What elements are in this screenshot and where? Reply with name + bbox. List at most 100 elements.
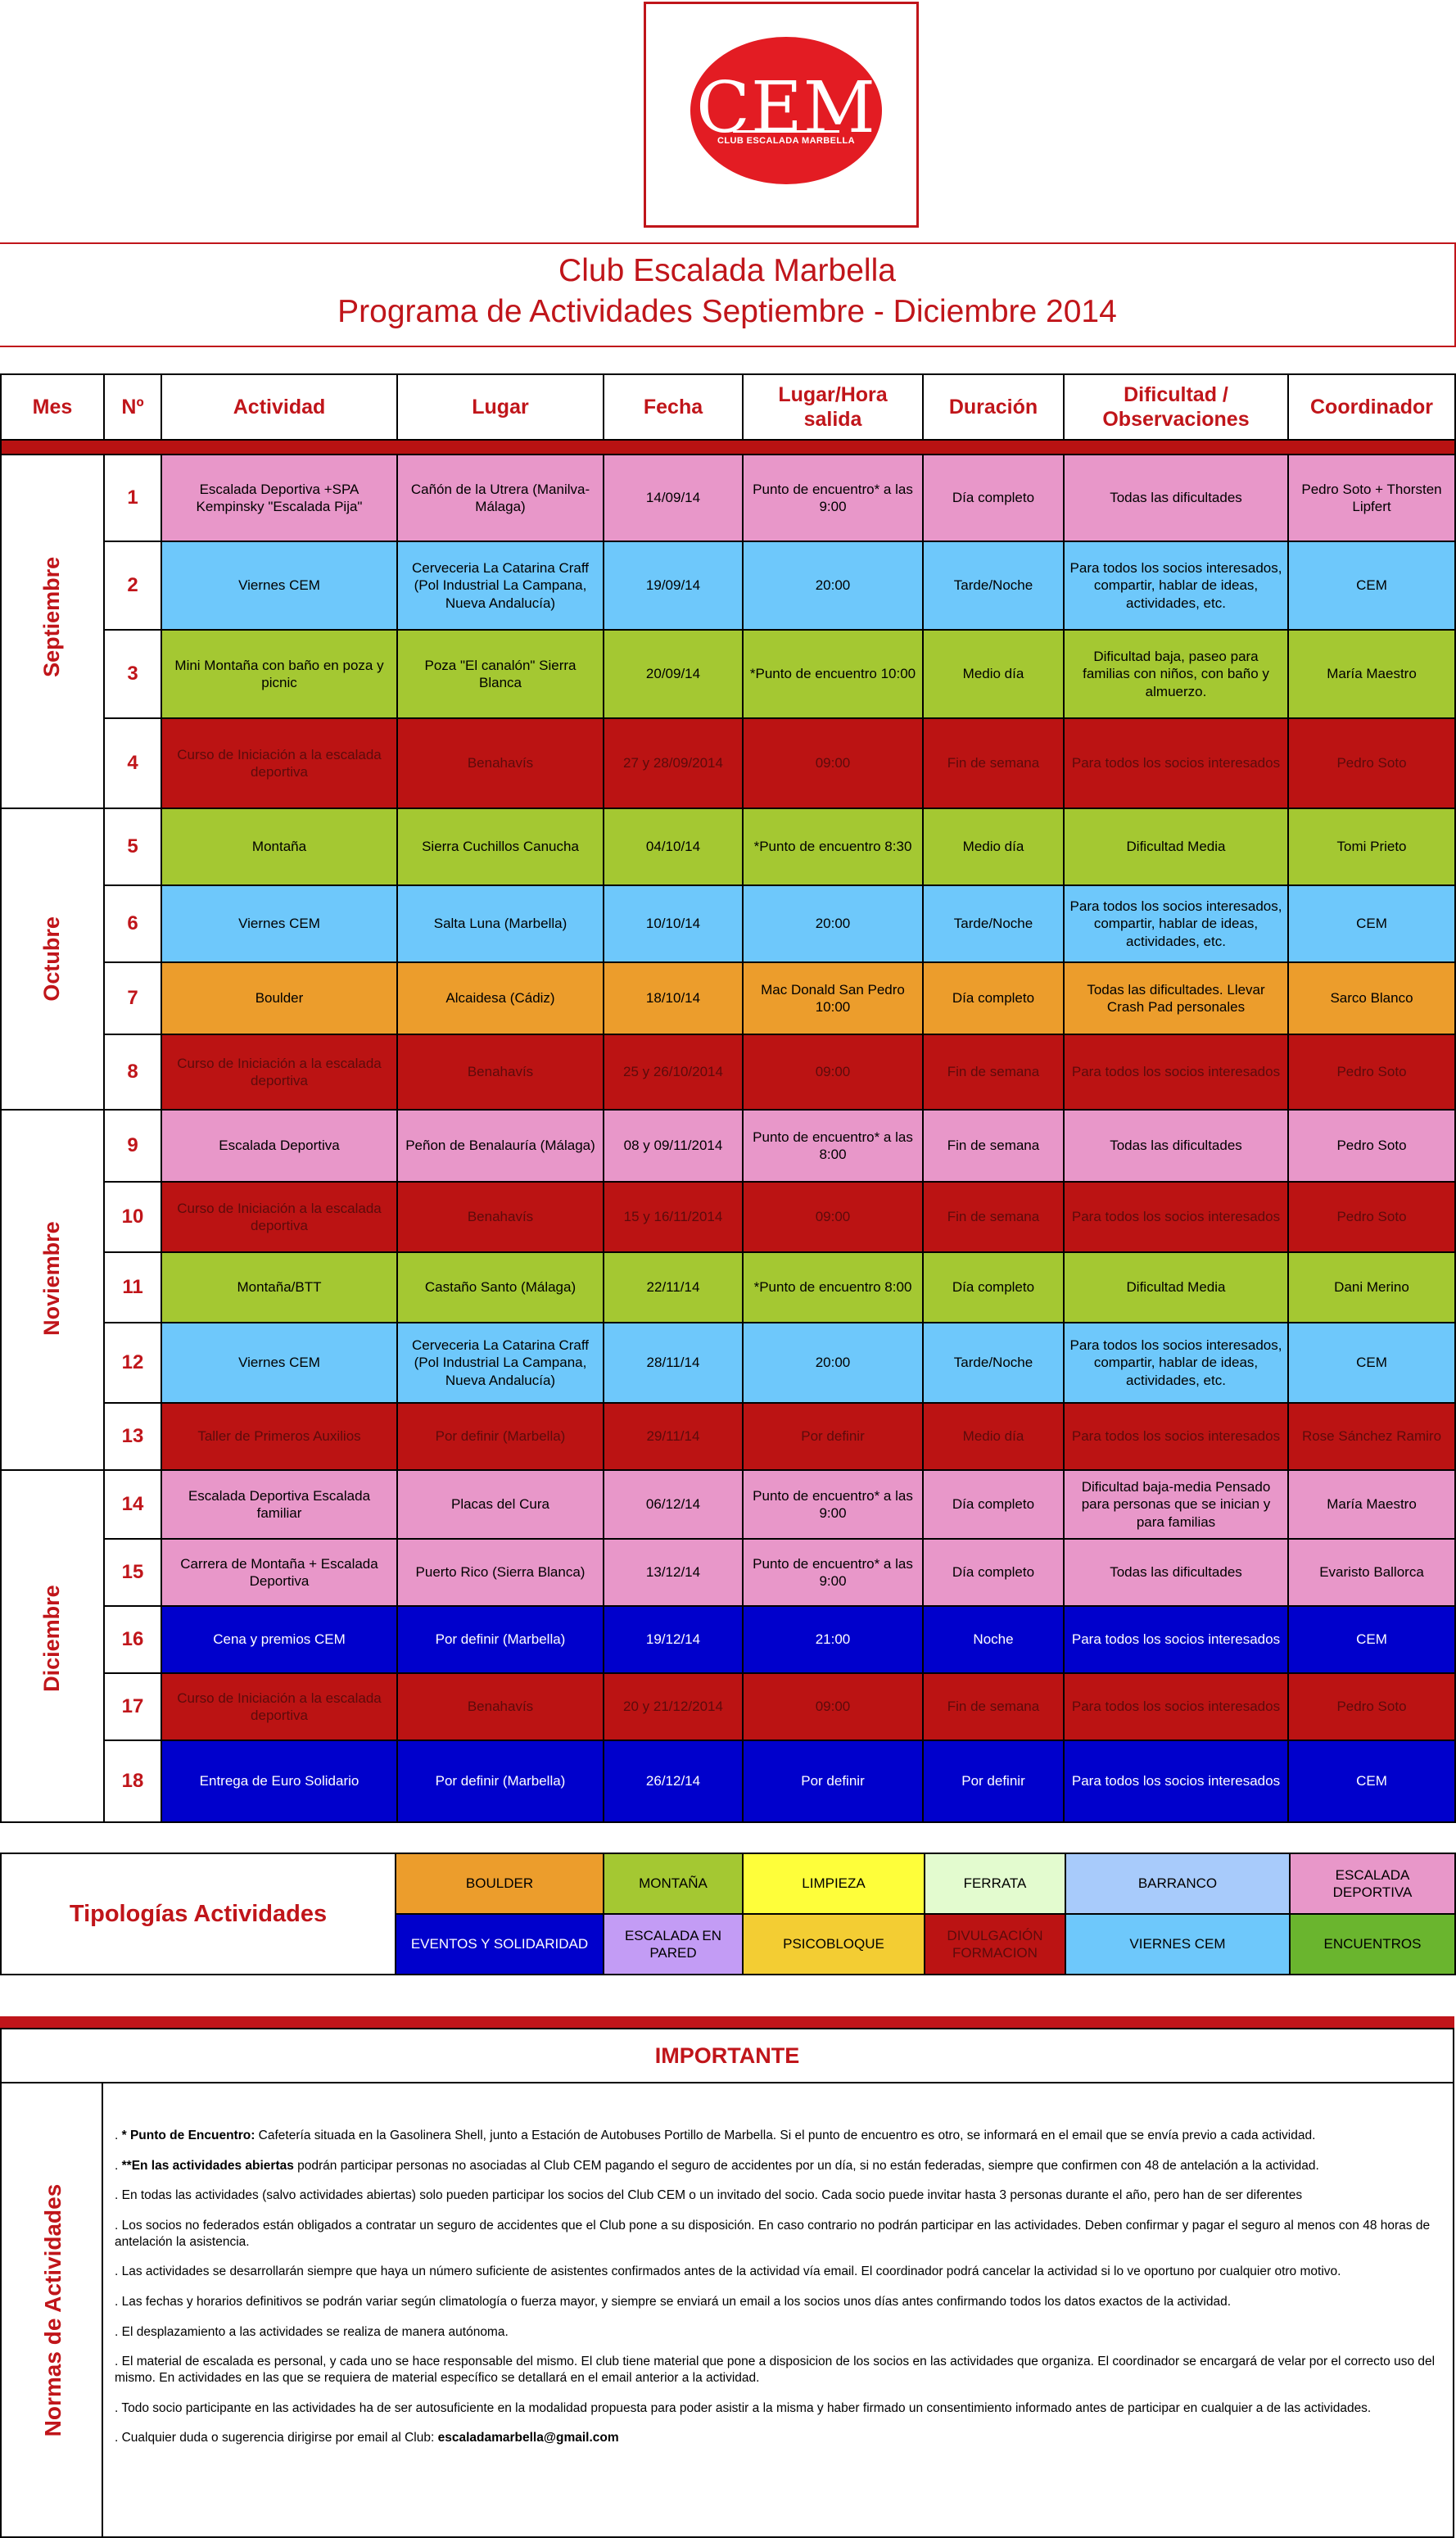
row-number: 6: [103, 884, 162, 963]
cell-fecha: 25 y 26/10/2014: [603, 1034, 744, 1111]
cell-hora: Por definir: [742, 1740, 924, 1823]
cell-coordinador: María Maestro: [1287, 629, 1456, 719]
rule-10: . Cualquier duda o sugerencia dirigirse …: [115, 2430, 1445, 2446]
rule-4: . Los socios no federados están obligado…: [115, 2219, 1431, 2249]
legend-item: PSICOBLOQUE: [742, 1913, 925, 1975]
cell-fecha: 20/09/14: [603, 629, 744, 719]
table-row: 10 Curso de Iniciación a la escalada depo…: [1, 1181, 1456, 1253]
month-label: Septiembre: [39, 556, 65, 677]
cell-dificultad: Para todos los socios interesados: [1063, 1034, 1289, 1111]
cell-fecha: 22/11/14: [603, 1251, 744, 1323]
activities-table: Mes Nº Actividad Lugar Fecha Lugar/Hora …: [0, 373, 1456, 1823]
cell-coordinador: CEM: [1287, 1605, 1456, 1674]
cell-lugar: Salta Luna (Marbella): [396, 884, 604, 963]
cell-actividad: Montaña: [161, 808, 398, 886]
cell-duracion: Tarde/Noche: [922, 884, 1065, 963]
cell-coordinador: Evaristo Ballorca: [1287, 1538, 1456, 1607]
table-row: 7 Boulder Alcaidesa (Cádiz) 18/10/14 Mac Don…: [1, 961, 1456, 1035]
cell-actividad: Escalada Deportiva +SPA Kempinsky "Escal…: [161, 454, 398, 542]
month-label: Diciembre: [39, 1585, 65, 1692]
cell-fecha: 28/11/14: [603, 1322, 744, 1404]
cell-duracion: Tarde/Noche: [922, 541, 1065, 631]
rule-3: . En todas las actividades (salvo activi…: [115, 2188, 1303, 2203]
cell-duracion: Fin de semana: [922, 1672, 1065, 1741]
cell-lugar: Placas del Cura: [396, 1469, 604, 1540]
row-number: 15: [103, 1538, 162, 1607]
cell-dificultad: Para todos los socios interesados, compa…: [1063, 884, 1289, 963]
legend-table: Tipologías Actividades BOULDER MONTAÑA LIM…: [0, 1853, 1456, 1975]
cell-lugar: Sierra Cuchillos Canucha: [396, 808, 604, 886]
cell-actividad: Boulder: [161, 961, 398, 1035]
legend-item: BOULDER: [395, 1853, 604, 1915]
cell-duracion: Día completo: [922, 1251, 1065, 1323]
cell-lugar: Cerveceria La Catarina Craff (Pol Indust…: [396, 541, 604, 631]
cell-fecha: 04/10/14: [603, 808, 744, 886]
legend-item: BARRANCO: [1065, 1853, 1291, 1915]
month-cell: Noviembre: [0, 1109, 105, 1471]
cell-actividad: Curso de Iniciación a la escalada deport…: [161, 1034, 398, 1111]
table-row: 3 Mini Montaña con baño en poza y picnic P…: [1, 629, 1456, 719]
month-label: Noviembre: [39, 1221, 65, 1336]
rule-9: . Todo socio participante en las activid…: [115, 2400, 1372, 2415]
month-cell: Diciembre: [0, 1469, 105, 1823]
cell-actividad: Escalada Deportiva Escalada familiar: [161, 1469, 398, 1540]
logo-oval: CEM CLUB ESCALADA MARBELLA: [690, 37, 882, 184]
cell-duracion: Fin de semana: [922, 1181, 1065, 1253]
rule-1-text: Cafetería situada en la Gasolinera Shell…: [255, 2129, 1316, 2142]
title-line-1: Club Escalada Marbella: [558, 253, 896, 288]
cell-dificultad: Todas las dificultades. Llevar Crash Pad…: [1063, 961, 1289, 1035]
row-number: 7: [103, 961, 162, 1035]
cell-actividad: Carrera de Montaña + Escalada Deportiva: [161, 1538, 398, 1607]
normas-side-panel: Normas de Actividades: [0, 2083, 103, 2538]
header-separator: [0, 439, 1456, 455]
table-row: 2 Viernes CEM Cerveceria La Catarina Craff…: [1, 541, 1456, 631]
cell-lugar: Por definir (Marbella): [396, 1402, 604, 1471]
cell-duracion: Tarde/Noche: [922, 1322, 1065, 1404]
cell-duracion: Noche: [922, 1605, 1065, 1674]
cell-hora: 20:00: [742, 1322, 924, 1404]
rule-7: . El desplazamiento a las actividades se…: [115, 2324, 509, 2339]
header-duracion: Duración: [922, 373, 1065, 441]
separator-bar: [0, 439, 1456, 455]
table-row: Noviembre 9 Escalada Deportiva Peñon de Ben…: [0, 1109, 1456, 1471]
table-row: 15 Carrera de Montaña + Escalada Deportiv…: [1, 1538, 1456, 1607]
table-row: 6 Viernes CEM Salta Luna (Marbella) 10/10/1…: [1, 884, 1456, 963]
cell-coordinador: Dani Merino: [1287, 1251, 1456, 1323]
table-row: 12 Viernes CEM Cerveceria La Catarina Craf…: [1, 1322, 1456, 1404]
table-row: Diciembre 14 Escalada Deportiva Escalada f…: [0, 1469, 1456, 1823]
legend-item: EVENTOS Y SOLIDARIDAD: [395, 1913, 604, 1975]
legend-row-2: EVENTOS Y SOLIDARIDAD ESCALADA EN PARED PS…: [1, 1913, 1456, 1975]
row-number: 12: [103, 1322, 162, 1404]
cell-dificultad: Para todos los socios interesados, compa…: [1063, 1322, 1289, 1404]
cell-actividad: Viernes CEM: [161, 884, 398, 963]
cell-coordinador: CEM: [1287, 884, 1456, 963]
cell-dificultad: Dificultad baja, paseo para familias con…: [1063, 629, 1289, 719]
cell-coordinador: CEM: [1287, 1740, 1456, 1823]
header-actividad: Actividad: [161, 373, 398, 441]
legend-item: ENCUENTROS: [1289, 1913, 1456, 1975]
cell-hora: *Punto de encuentro 8:00: [742, 1251, 924, 1323]
table-row: 8 Curso de Iniciación a la escalada depor…: [1, 1034, 1456, 1111]
row-number: 3: [103, 629, 162, 719]
row-number: 10: [103, 1181, 162, 1253]
cell-dificultad: Para todos los socios interesados: [1063, 1402, 1289, 1471]
table-row: Octubre 5 Montaña Sierra Cuchillos Canucha 0…: [0, 808, 1456, 1111]
rule-2: . **En las actividades abiertas podrán p…: [115, 2158, 1319, 2173]
cell-dificultad: Todas las dificultades: [1063, 1538, 1289, 1607]
cell-coordinador: Pedro Soto: [1287, 1109, 1456, 1183]
cell-duracion: Medio día: [922, 629, 1065, 719]
cell-lugar: Peñon de Benalauría (Málaga): [396, 1109, 604, 1183]
cell-dificultad: Para todos los socios interesados: [1063, 1740, 1289, 1823]
cell-actividad: Viernes CEM: [161, 1322, 398, 1404]
row-number: 11: [103, 1251, 162, 1323]
cell-lugar: Poza "El canalón" Sierra Blanca: [396, 629, 604, 719]
cell-duracion: Día completo: [922, 454, 1065, 542]
table-row: 16 Cena y premios CEM Por definir (Marbell…: [1, 1605, 1456, 1674]
header-num: Nº: [103, 373, 162, 441]
cell-hora: 21:00: [742, 1605, 924, 1674]
importante-bar: [0, 2016, 1454, 2028]
cell-hora: 09:00: [742, 717, 924, 809]
cell-hora: Mac Donald San Pedro 10:00: [742, 961, 924, 1035]
rule-8: . El material de escalada es personal, y…: [115, 2355, 1436, 2386]
cell-actividad: Entrega de Euro Solidario: [161, 1740, 398, 1823]
